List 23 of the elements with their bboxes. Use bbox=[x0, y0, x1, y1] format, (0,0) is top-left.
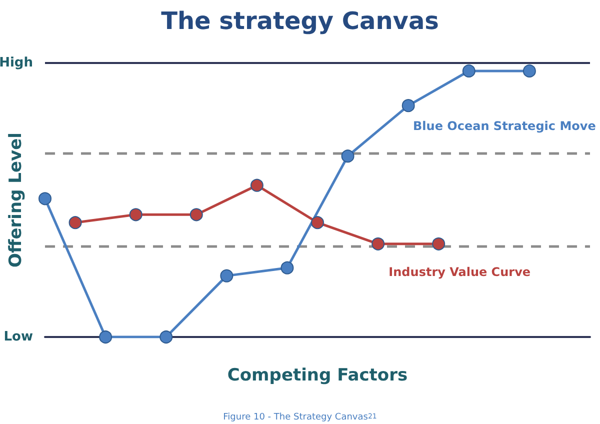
point bbox=[311, 216, 324, 230]
point bbox=[220, 269, 234, 282]
ref-line-label: High bbox=[0, 56, 33, 70]
point bbox=[160, 330, 173, 344]
point bbox=[129, 208, 142, 222]
point bbox=[250, 178, 264, 192]
point bbox=[280, 261, 294, 274]
point bbox=[99, 330, 112, 344]
point bbox=[68, 216, 82, 230]
point bbox=[341, 150, 354, 163]
ref-line-label: Low bbox=[4, 330, 33, 344]
point bbox=[402, 99, 415, 112]
y-axis-title: Offering Level bbox=[6, 132, 26, 268]
point bbox=[372, 237, 385, 250]
point bbox=[432, 237, 446, 250]
point bbox=[462, 64, 476, 78]
series-label: Industry Value Curve bbox=[388, 264, 531, 279]
point bbox=[190, 208, 203, 222]
x-axis-title: Competing Factors bbox=[227, 366, 408, 386]
series-label: Blue Ocean Strategic Move bbox=[413, 118, 596, 133]
point bbox=[522, 64, 536, 78]
point bbox=[38, 192, 52, 206]
chart-title: The strategy Canvas bbox=[161, 7, 439, 35]
